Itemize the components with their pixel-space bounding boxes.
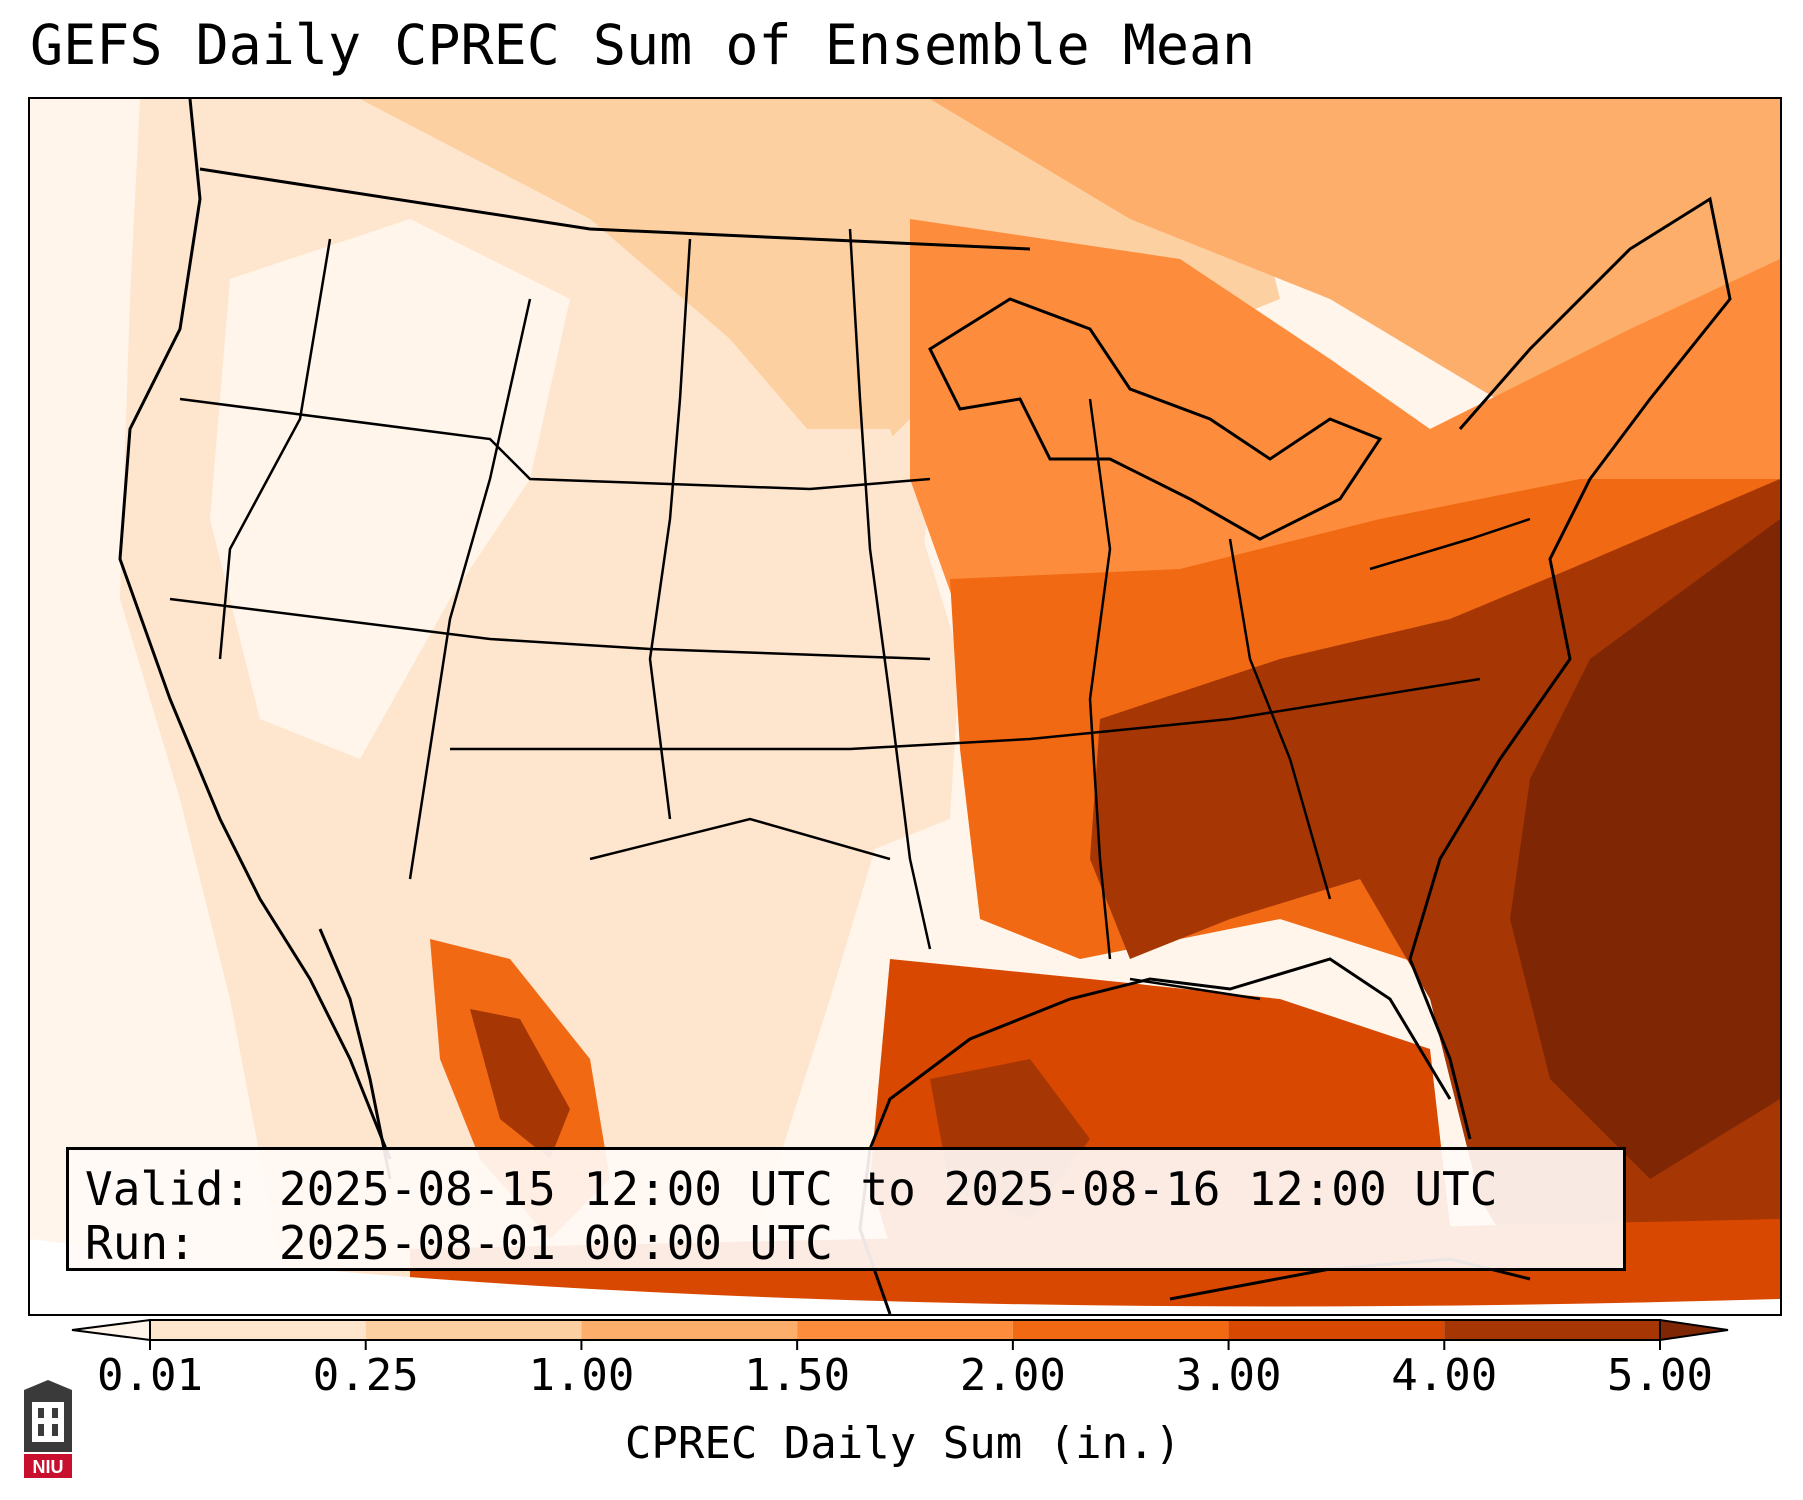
state-borders (169, 228, 1531, 1001)
colorbar (71, 1318, 1729, 1350)
colorbar-extend-high (1659, 1318, 1729, 1342)
great-lakes (928, 297, 1383, 541)
valid-label: Valid: (85, 1162, 252, 1216)
svg-text:NIU: NIU (33, 1457, 64, 1477)
colorbar-segment (365, 1320, 582, 1340)
colorbar-segment (1012, 1320, 1229, 1340)
colorbar-frame (149, 1319, 1661, 1341)
precipitation-map (28, 97, 1782, 1316)
map-title: GEFS Daily CPREC Sum of Ensemble Mean (30, 13, 1256, 77)
valid-time-range: 2025-08-15 12:00 UTC to 2025-08-16 12:00… (278, 1162, 1498, 1216)
colorbar-segment (1228, 1320, 1445, 1340)
precip-region-central-plains (530, 429, 960, 859)
colorbar-label: CPREC Daily Sum (in.) (624, 1418, 1182, 1469)
precip-region-sierra-madre-core (470, 1009, 570, 1159)
colorbar-segment (581, 1320, 798, 1340)
precip-region-north-plains (360, 99, 1280, 479)
colorbar-tick-label: 3.00 (1175, 1350, 1282, 1401)
colorbar-segment (797, 1320, 1013, 1340)
gulf-coast (868, 957, 1452, 1150)
colorbar-tick-label: 0.25 (312, 1350, 419, 1401)
colorbar-extend-low (71, 1318, 151, 1342)
colorbar-tick-label: 4.00 (1391, 1350, 1498, 1401)
run-time: 2025-08-01 00:00 UTC (278, 1216, 833, 1270)
colorbar-segment (1444, 1320, 1660, 1340)
colorbar-tick-label: 1.50 (744, 1350, 851, 1401)
map-corner-mask (30, 1239, 1780, 1314)
coastlines (118, 99, 1732, 1314)
colorbar-tick-label: 1.00 (528, 1350, 635, 1401)
us-east-coast (1408, 196, 1732, 1140)
us-west-coast (118, 99, 392, 1160)
precip-region-great-basin (210, 219, 570, 759)
colorbar-tick-label: 5.00 (1607, 1350, 1713, 1401)
colorbar-tick-label: 0.01 (97, 1350, 203, 1401)
precip-region-atlantic (1510, 519, 1780, 1179)
colorbar-tick-label: 2.00 (959, 1350, 1066, 1401)
valid-run-info-box: Valid: 2025-08-15 12:00 UTC to 2025-08-1… (66, 1147, 1626, 1271)
us-canada-border (199, 167, 1031, 251)
niu-logo: NIU (24, 1380, 72, 1478)
map-canvas (30, 99, 1780, 1314)
run-label: Run: (85, 1216, 196, 1270)
colorbar-segment (150, 1320, 366, 1340)
baja-peninsula (318, 928, 392, 1180)
